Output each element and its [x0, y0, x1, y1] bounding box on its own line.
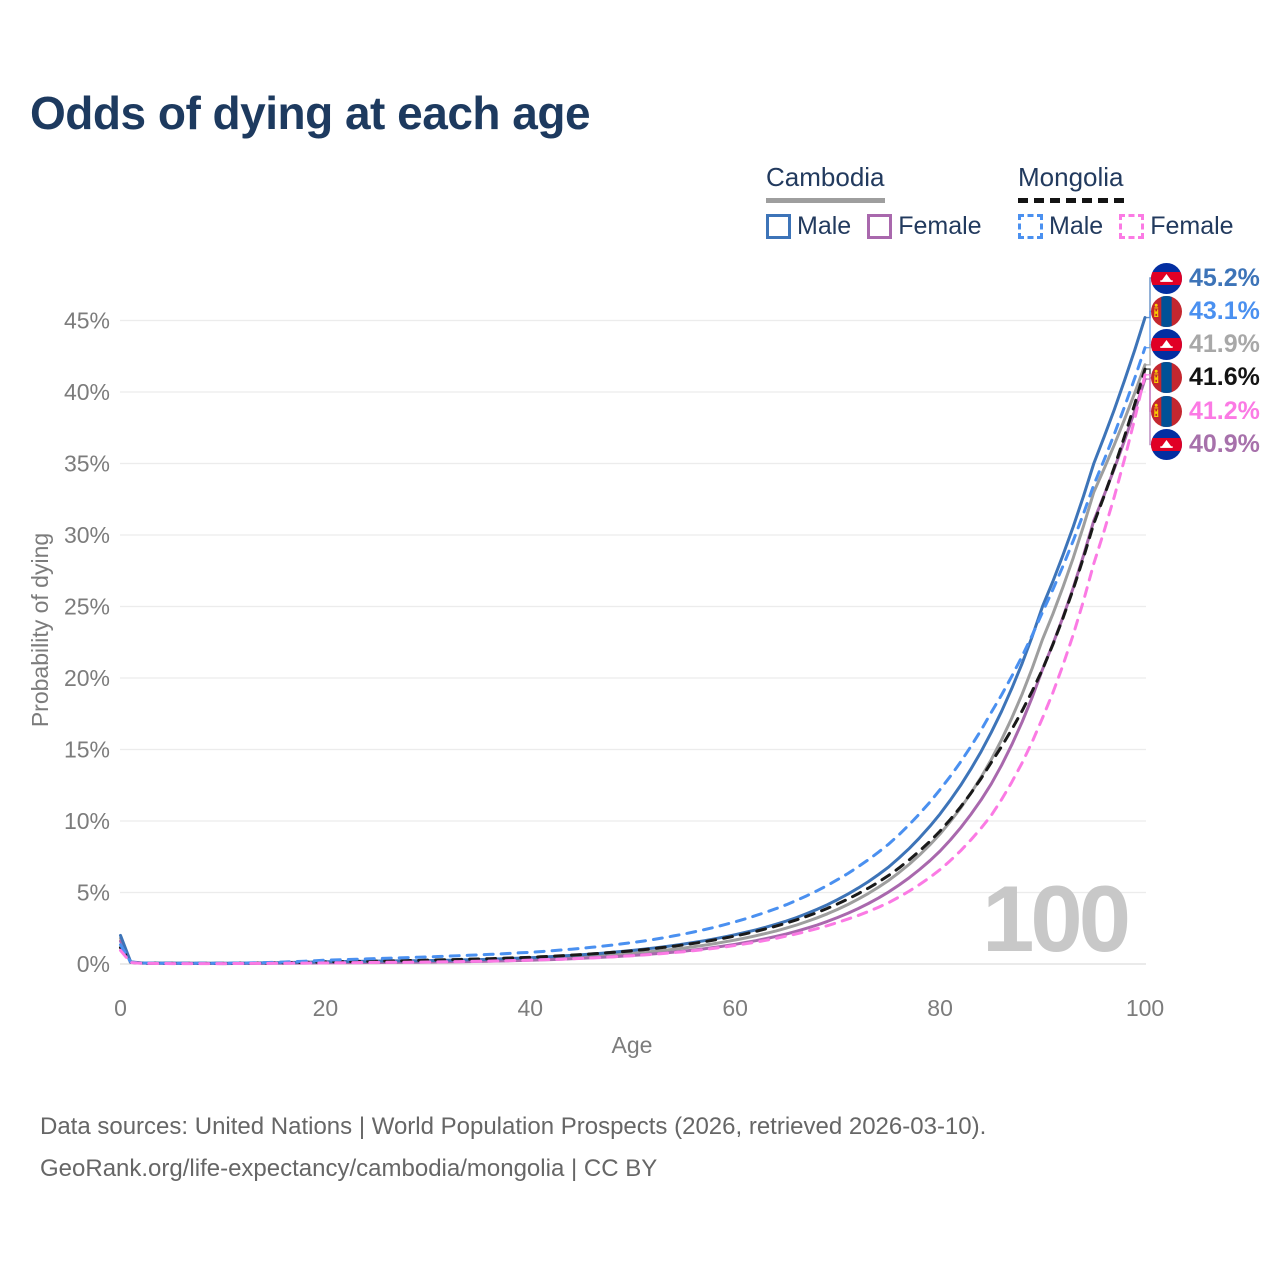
- cambodia-flag-icon: [1151, 329, 1182, 361]
- footer-attribution: GeoRank.org/life-expectancy/cambodia/mon…: [40, 1155, 658, 1182]
- legend-label-cambodia-female: Female: [898, 212, 982, 240]
- cambodia-both-sexes-end-value: 41.9%: [1189, 330, 1260, 359]
- footer: Data sources: United Nations | World Pop…: [40, 1106, 986, 1190]
- legend-item-mongolia-female[interactable]: Female: [1119, 212, 1234, 241]
- x-tick-label: 20: [313, 995, 339, 1021]
- mongolia-male-line: [119, 346, 1147, 965]
- mongolia-male-end-value: 43.1%: [1189, 296, 1260, 325]
- y-tick-label: 35%: [64, 451, 110, 477]
- mongolia-both-sexes-end-value: 41.6%: [1189, 363, 1260, 392]
- age-counter: 100: [982, 866, 1131, 971]
- cambodia-female-swatch-icon: [867, 214, 893, 239]
- legend-item-cambodia-male[interactable]: Male: [766, 212, 851, 241]
- mongolia-both-sexes-end-label: 41.6%: [1151, 362, 1260, 394]
- cambodia-male-end-value: 45.2%: [1189, 263, 1260, 292]
- y-tick-label: 0%: [77, 951, 110, 977]
- legend-item-cambodia-female[interactable]: Female: [867, 212, 982, 241]
- y-tick-label: 45%: [64, 308, 110, 334]
- x-axis-title: Age: [612, 1032, 653, 1058]
- mongolia-male-swatch-icon: [1018, 214, 1043, 239]
- cambodia-female-end-label: 40.9%: [1151, 429, 1260, 460]
- x-tick-label: 80: [927, 995, 953, 1021]
- cambodia-male-swatch-icon: [766, 214, 791, 239]
- legend-country-cambodia[interactable]: Cambodia: [766, 162, 885, 203]
- cambodia-flag-icon: [1151, 429, 1182, 460]
- legend-item-mongolia-male[interactable]: Male: [1018, 212, 1103, 241]
- footer-data-sources: Data sources: United Nations | World Pop…: [40, 1113, 987, 1140]
- mongolia-flag-icon: [1151, 295, 1182, 327]
- mongolia-flag-icon: [1151, 362, 1182, 394]
- y-tick-label: 5%: [77, 880, 110, 906]
- cambodia-female-end-value: 40.9%: [1189, 430, 1260, 458]
- legend-country-mongolia[interactable]: Mongolia: [1018, 162, 1124, 203]
- mongolia-male-end-label: 43.1%: [1151, 295, 1260, 327]
- x-tick-label: 40: [518, 995, 544, 1021]
- mongolia-female-line: [119, 373, 1147, 966]
- y-tick-label: 15%: [64, 737, 110, 763]
- x-tick-label: 0: [114, 995, 127, 1021]
- legend-group-cambodia: Cambodia Male Female: [766, 162, 982, 241]
- y-tick-label: 10%: [64, 808, 110, 834]
- y-axis-title: Probability of dying: [27, 533, 53, 727]
- cambodia-both-sexes-end-label: 41.9%: [1151, 329, 1260, 361]
- y-tick-label: 30%: [64, 522, 110, 548]
- y-tick-label: 40%: [64, 379, 110, 405]
- y-tick-label: 25%: [64, 594, 110, 620]
- mongolia-flag-icon: [1151, 395, 1182, 427]
- x-tick-label: 100: [1126, 995, 1164, 1021]
- cambodia-male-end-label: 45.2%: [1151, 262, 1260, 294]
- series-lines: [119, 316, 1147, 966]
- mongolia-female-end-value: 41.2%: [1189, 396, 1260, 425]
- legend-label-cambodia-male: Male: [797, 212, 852, 240]
- page-title: Odds of dying at each age: [30, 87, 591, 139]
- y-tick-label: 20%: [64, 665, 110, 691]
- mongolia-female-end-label: 41.2%: [1151, 395, 1260, 427]
- mongolia-female-swatch-icon: [1119, 214, 1145, 239]
- legend-label-mongolia-female: Female: [1150, 212, 1234, 240]
- cambodia-flag-icon: [1151, 262, 1182, 294]
- legend-label-mongolia-male: Male: [1049, 212, 1104, 240]
- x-tick-label: 60: [722, 995, 748, 1021]
- tick-labels: 0% 5% 10% 15% 20% 25% 30% 35% 40% 45% 0 20 40 60 80 100: [64, 308, 1164, 1022]
- legend-group-mongolia: Mongolia Male Female: [1018, 162, 1234, 241]
